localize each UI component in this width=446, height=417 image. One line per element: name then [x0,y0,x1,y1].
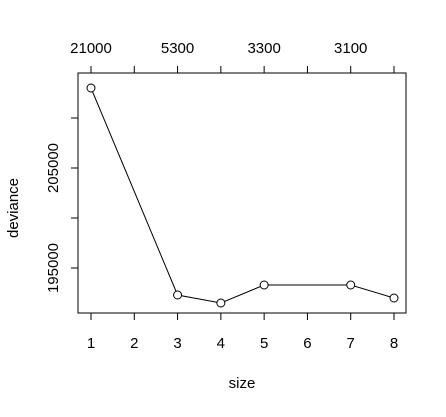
plot-box [77,72,407,314]
x-axis-label: size [229,375,256,392]
series [86,83,399,308]
data-point [259,280,269,290]
top-tick-label: 5300 [161,40,194,57]
top-tick-label: 3300 [247,40,280,57]
data-point [86,83,96,93]
y-tick-label: 195000 [45,243,62,293]
x-tick-label: 1 [87,335,95,352]
series-line [90,87,395,304]
top-tick-label: 21000 [70,40,112,57]
data-point [216,298,226,308]
x-tick-label: 7 [347,335,355,352]
left-axis: 195000 205000 [45,117,79,293]
data-point [346,280,356,290]
data-point [173,290,183,300]
x-tick-label: 3 [173,335,181,352]
x-tick-label: 6 [303,335,311,352]
top-axis: 21000 5300 3300 3100 [70,40,395,74]
x-tick-label: 5 [260,335,268,352]
x-tick-label: 8 [390,335,398,352]
x-tick-label: 4 [217,335,225,352]
x-tick-label: 2 [130,335,138,352]
bottom-axis: 1 2 3 4 5 6 7 8 [87,312,398,352]
data-point [389,293,399,303]
y-tick-label: 205000 [45,143,62,193]
y-axis-label: deviance [5,178,22,238]
top-tick-label: 3100 [334,40,367,57]
